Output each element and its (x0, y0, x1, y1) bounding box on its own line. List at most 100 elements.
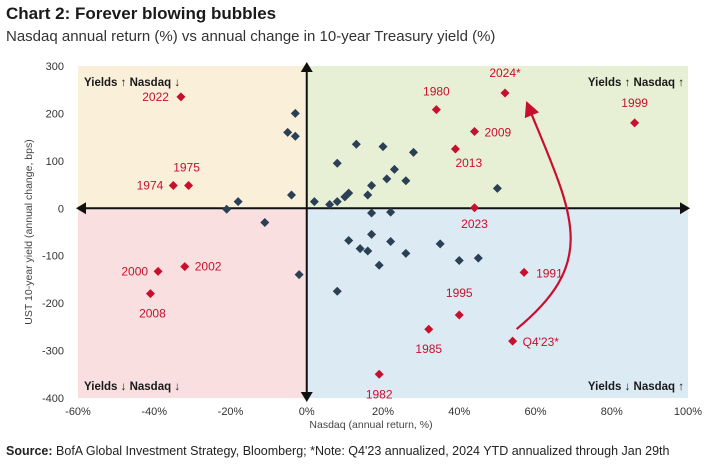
y-tick-label: -400 (42, 393, 64, 405)
data-point-highlighted (184, 181, 194, 191)
data-point (363, 190, 373, 200)
y-axis-label: UST 10-year yield (annual change, bps) (23, 139, 35, 324)
data-label: 1999 (621, 96, 648, 110)
data-point-highlighted (470, 126, 479, 136)
data-label: 1982 (366, 387, 393, 401)
data-label: 1974 (137, 179, 164, 193)
data-label: 2002 (195, 260, 222, 274)
data-point-highlighted (519, 267, 529, 277)
data-point (283, 127, 293, 137)
data-label: 2009 (485, 125, 512, 139)
quadrant-label-bottom-left: Yields ↓ Nasdaq ↓ (84, 381, 180, 393)
data-point (386, 236, 396, 246)
data-point-highlighted (374, 369, 384, 379)
data-point (332, 286, 342, 296)
x-tick-label: -20% (218, 406, 244, 418)
data-point (290, 131, 300, 141)
data-point-highlighted (168, 181, 178, 191)
data-label: 2022 (142, 90, 169, 104)
quadrant-label-bottom-right: Yields ↓ Nasdaq ↑ (588, 381, 684, 393)
data-point (389, 164, 399, 174)
x-tick-label: 0% (299, 406, 315, 418)
data-point (367, 229, 377, 239)
data-point (309, 197, 319, 207)
data-label: 2008 (139, 307, 166, 321)
data-point-highlighted (630, 118, 640, 128)
data-label: 1980 (423, 85, 450, 99)
data-label: 2024* (489, 66, 521, 80)
data-point (492, 183, 502, 193)
data-point (294, 270, 304, 280)
y-tick-label: 300 (46, 61, 64, 73)
y-tick-label: 0 (58, 203, 64, 215)
data-label: 2023 (461, 217, 488, 231)
quadrant-label-top-left: Yields ↑ Nasdaq ↓ (84, 77, 180, 89)
tick-labels: 300 200 100 0 -100 -200 -300 -400-60% -40% -20% 0%… (42, 61, 702, 418)
y-tick-label: -200 (42, 298, 64, 310)
data-point (325, 199, 335, 209)
data-point (454, 255, 464, 265)
quadrant-bottom-right (306, 208, 688, 398)
quadrant-labels: Yields ↑ Nasdaq ↓ Yields ↑ Nasdaq ↑ Yields… (84, 77, 684, 393)
data-point (435, 239, 445, 249)
x-tick-label: 20% (372, 406, 394, 418)
data-point-highlighted (145, 289, 155, 299)
data-point-highlighted (470, 203, 479, 213)
data-point (290, 108, 300, 118)
x-axis-label: Nasdaq (annual return, %) (309, 419, 432, 431)
data-point (287, 190, 296, 200)
x-axis-arrow-right (680, 202, 690, 215)
data-point (233, 197, 243, 207)
data-point-highlighted (508, 336, 518, 346)
y-tick-label: 200 (46, 108, 64, 120)
data-point-highlighted (180, 262, 190, 272)
quadrant-label-top-right: Yields ↑ Nasdaq ↑ (588, 77, 684, 89)
source-text: BofA Global Investment Strategy, Bloombe… (56, 444, 670, 458)
data-point-highlighted (153, 266, 163, 276)
data-label: 1975 (173, 161, 200, 175)
data-point (344, 236, 354, 246)
data-point (401, 248, 411, 258)
data-point (340, 192, 350, 202)
data-point-highlighted (450, 144, 460, 154)
x-tick-label: 60% (524, 406, 546, 418)
data-point (386, 207, 396, 217)
trend-arrow-path (515, 100, 572, 330)
y-tick-label: -100 (42, 251, 64, 263)
data-label: Q4'23* (523, 335, 560, 349)
x-tick-label: -60% (65, 406, 91, 418)
data-point-highlighted (176, 92, 186, 102)
data-point (378, 142, 388, 152)
y-tick-label: 100 (46, 156, 64, 168)
data-point-highlighted (424, 324, 434, 334)
data-label: 2013 (455, 156, 482, 170)
chart-title: Chart 2: Forever blowing bubbles (6, 4, 277, 23)
data-point (382, 174, 392, 184)
data-point (473, 253, 483, 263)
data-point (363, 246, 373, 256)
data-label: 1995 (446, 286, 473, 300)
x-tick-label: -40% (141, 406, 167, 418)
y-axis-arrow-down (300, 392, 313, 402)
data-point (409, 147, 418, 157)
axes (76, 62, 690, 402)
quadrant-top-left (78, 66, 307, 209)
x-tick-label: 100% (674, 406, 702, 418)
data-point (351, 139, 361, 149)
data-point (367, 208, 377, 218)
data-points: 2022 1975 1974 2000 2002 2008 1980 2024* 1999 200… (121, 66, 648, 401)
scatter-chart: 300 200 100 0 -100 -200 -300 -400-60% -40% -20% 0%… (23, 61, 702, 431)
data-point (332, 197, 342, 207)
data-point (355, 244, 365, 254)
data-point-highlighted (431, 105, 441, 115)
data-point (332, 158, 342, 168)
x-tick-label: 40% (448, 406, 470, 418)
data-point (367, 181, 377, 191)
source-label: Source: (6, 444, 53, 458)
data-label: 2000 (121, 264, 148, 278)
data-label: 1985 (415, 342, 442, 356)
data-point (222, 204, 232, 214)
source-note: Source: BofA Global Investment Strategy,… (6, 444, 669, 458)
data-label: 1991 (536, 266, 563, 280)
quadrant-backgrounds (78, 66, 688, 398)
